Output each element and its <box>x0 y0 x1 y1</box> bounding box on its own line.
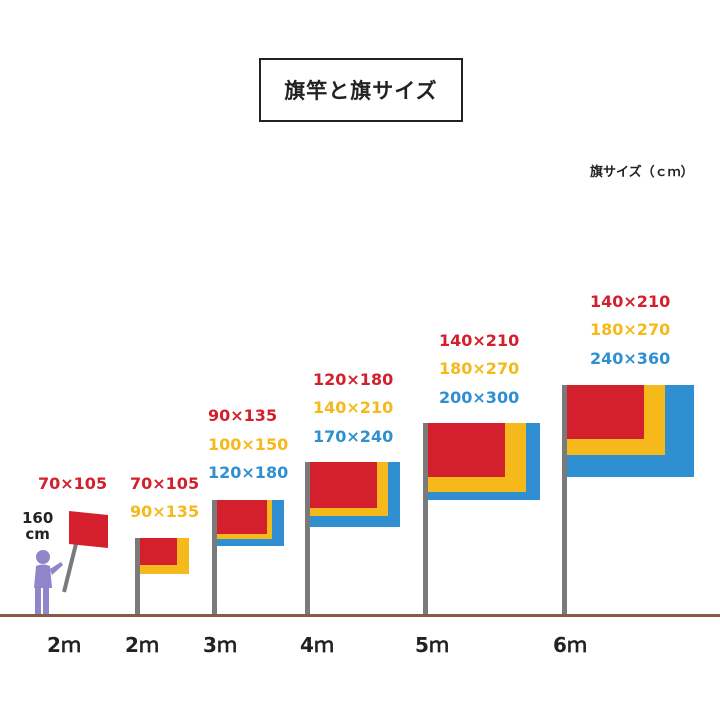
size-label: 200×300 <box>439 388 520 407</box>
size-label: 70×105 <box>38 474 108 493</box>
flag-pole <box>305 462 310 615</box>
size-label: 90×135 <box>208 406 278 425</box>
size-label: 120×180 <box>313 370 394 389</box>
flag-pole <box>423 423 428 615</box>
size-label: 90×135 <box>130 502 200 521</box>
flag-red <box>428 423 505 477</box>
size-label: 140×210 <box>590 292 671 311</box>
size-label: 180×270 <box>439 359 520 378</box>
ground-line <box>0 614 720 617</box>
pole-height-label: 3ｍ <box>203 633 237 657</box>
flag-red <box>217 500 267 534</box>
size-label: 100×150 <box>208 435 289 454</box>
person-height-unit: cm <box>25 525 50 543</box>
pole-height-label: 5ｍ <box>415 633 449 657</box>
size-label: 170×240 <box>313 427 394 446</box>
pole-height-label: 6ｍ <box>553 633 587 657</box>
person-height-label: 160 cm <box>22 510 53 542</box>
size-label: 120×180 <box>208 463 289 482</box>
pole-height-label: 2ｍ <box>47 633 81 657</box>
flag-pole <box>212 500 217 615</box>
flag-size-unit-label: 旗サイズ（ｃｍ） <box>590 165 694 180</box>
size-label: 70×105 <box>130 474 200 493</box>
flag-red <box>567 385 644 439</box>
size-label: 140×210 <box>313 398 394 417</box>
person-height-value: 160 <box>22 509 54 527</box>
pole-height-label: 2ｍ <box>125 633 159 657</box>
person-figure <box>28 548 68 616</box>
size-label: 180×270 <box>590 320 671 339</box>
size-label: 240×360 <box>590 349 671 368</box>
size-label: 140×210 <box>439 331 520 350</box>
flag-red <box>310 462 377 508</box>
pole-height-label: 4ｍ <box>300 633 334 657</box>
flag-pole <box>562 385 567 615</box>
flag-red <box>140 538 177 565</box>
person-flag <box>69 510 108 549</box>
diagram-title: 旗竿と旗サイズ <box>259 58 463 122</box>
flag-pole <box>135 538 140 615</box>
